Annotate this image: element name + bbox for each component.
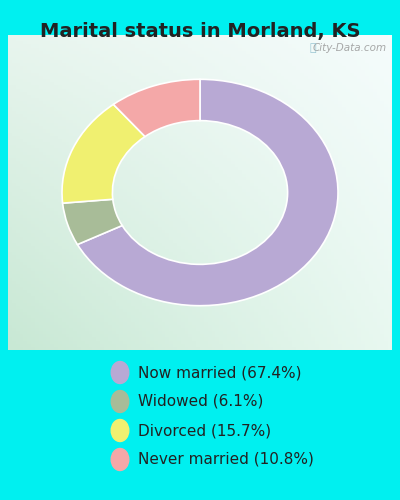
Text: ⓘ: ⓘ: [310, 43, 316, 53]
Text: Never married (10.8%): Never married (10.8%): [138, 452, 314, 467]
Text: Marital status in Morland, KS: Marital status in Morland, KS: [40, 22, 360, 42]
Wedge shape: [113, 80, 200, 136]
Text: Widowed (6.1%): Widowed (6.1%): [138, 394, 263, 409]
Text: Divorced (15.7%): Divorced (15.7%): [138, 423, 271, 438]
Wedge shape: [78, 80, 338, 306]
Wedge shape: [63, 200, 122, 244]
Text: City-Data.com: City-Data.com: [312, 43, 386, 53]
Text: Now married (67.4%): Now married (67.4%): [138, 365, 302, 380]
Wedge shape: [62, 104, 145, 203]
